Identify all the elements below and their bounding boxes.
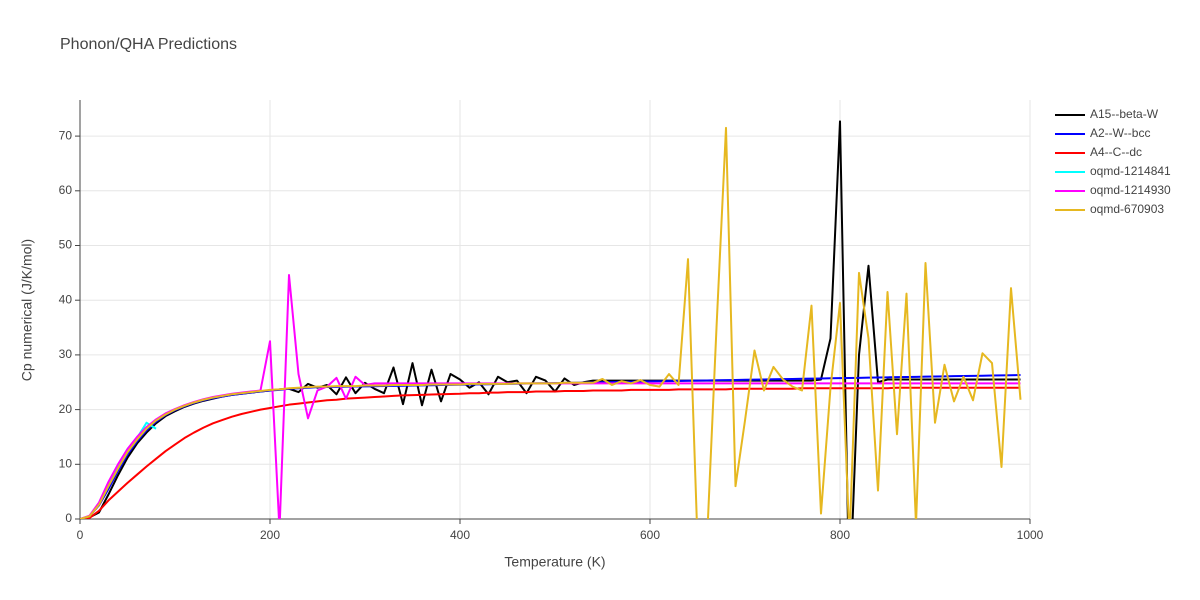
series-line [80, 274, 1021, 519]
chart-title: Phonon/QHA Predictions [60, 36, 237, 53]
x-axis-title: Temperature (K) [504, 554, 605, 570]
legend-label: oqmd-1214841 [1090, 164, 1171, 178]
y-tick-label: 70 [59, 128, 73, 142]
y-tick-label: 20 [59, 402, 73, 416]
grid: 0 10 20 30 40 50 60 70 0 200 400 600 800 1000 [59, 100, 1044, 542]
legend-label: oqmd-1214930 [1090, 183, 1171, 197]
x-tick-label: 1000 [1017, 528, 1044, 542]
y-tick-label: 30 [59, 347, 73, 361]
legend-label: A15--beta-W [1090, 107, 1159, 121]
plot-area [80, 120, 1022, 519]
legend: A15--beta-W A2--W--bcc A4--C--dc oqmd-12148… [1055, 107, 1171, 216]
x-tick-label: 400 [450, 528, 470, 542]
y-tick-label: 0 [65, 511, 72, 525]
legend-label: oqmd-670903 [1090, 202, 1164, 216]
series-line [80, 386, 1021, 519]
x-tick-label: 800 [830, 528, 850, 542]
series-line [80, 126, 1022, 519]
y-tick-label: 40 [59, 292, 73, 306]
y-axis-title: Cp numerical (J/K/mol) [19, 239, 35, 381]
y-tick-label: 60 [59, 183, 73, 197]
legend-label: A4--C--dc [1090, 145, 1142, 159]
legend-label: A2--W--bcc [1090, 126, 1150, 140]
y-tick-label: 10 [59, 456, 73, 470]
x-tick-label: 200 [260, 528, 280, 542]
series-line [80, 120, 1021, 519]
x-tick-label: 600 [640, 528, 660, 542]
y-tick-label: 50 [59, 238, 73, 252]
x-tick-label: 0 [77, 528, 84, 542]
